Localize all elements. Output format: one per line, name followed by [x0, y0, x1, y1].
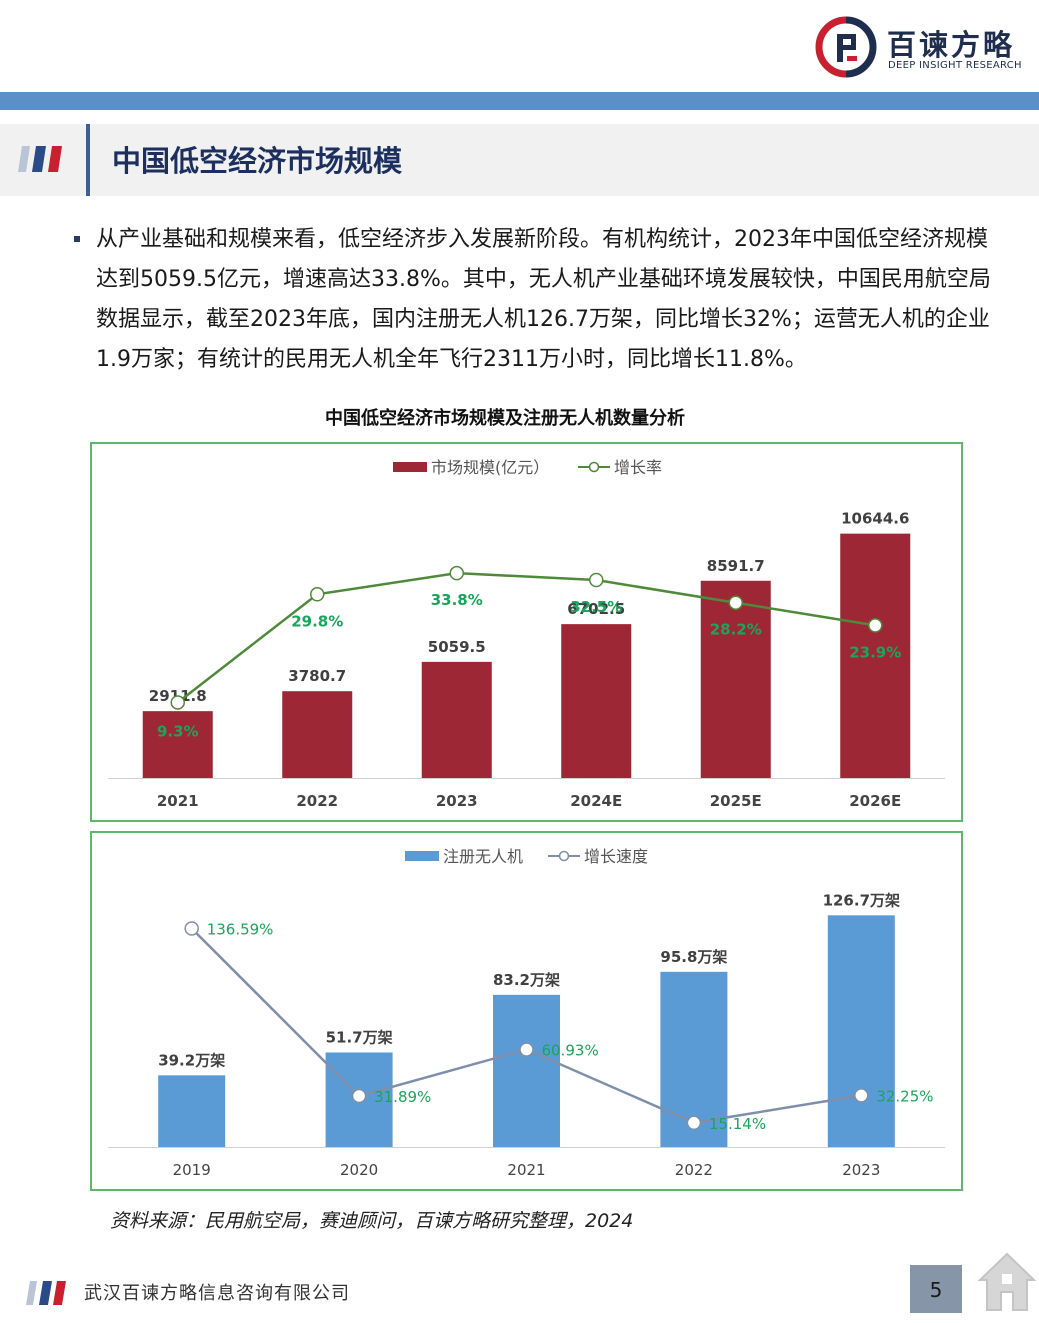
bar-data-label: 51.7万架 — [326, 1028, 393, 1046]
chart2-frame — [90, 831, 963, 1191]
brand-logo-mark — [815, 16, 877, 78]
x-tick-label: 2020 — [340, 1161, 378, 1179]
x-tick-label: 2025E — [710, 792, 762, 810]
bar-data-label: 5059.5 — [428, 638, 486, 656]
bullet-icon — [74, 236, 80, 242]
body-paragraph: 从产业基础和规模来看，低空经济步入发展新阶段。有机构统计，2023年中国低空经济… — [96, 227, 991, 372]
growth-point — [184, 921, 199, 936]
home-icon[interactable] — [978, 1252, 1036, 1312]
brand-name: 百谏方略 — [887, 28, 1016, 62]
legend-bar-label: 市场规模(亿元） — [431, 458, 549, 477]
legend-bar-label: 注册无人机 — [443, 847, 523, 866]
bar — [142, 711, 213, 778]
brand-tagline: DEEP INSIGHT RESEARCH — [888, 60, 1022, 71]
growth-data-label: 60.93% — [542, 1042, 599, 1060]
growth-point — [351, 1088, 367, 1104]
x-tick-label: 2021 — [157, 792, 199, 810]
growth-data-label: 23.9% — [849, 643, 901, 661]
registered-drones-chart: 注册无人机 增长速度 39.2万架 51.7万架 83.2万架 95.8万架 126.7万架… — [108, 847, 945, 1179]
chart1-frame — [90, 442, 963, 822]
x-tick-label: 2026E — [849, 792, 901, 810]
growth-point — [728, 595, 743, 610]
growth-point — [854, 1088, 869, 1103]
bar — [282, 691, 353, 778]
growth-point — [449, 565, 464, 581]
footer-stripes-icon — [26, 1281, 66, 1305]
legend-bar-swatch — [405, 851, 439, 861]
x-tick-label: 2022 — [675, 1161, 713, 1179]
bar-data-label: 39.2万架 — [158, 1051, 225, 1069]
bar — [421, 661, 492, 778]
growth-data-label: 32.5% — [570, 598, 622, 616]
bar — [840, 533, 911, 778]
header-band — [0, 92, 1039, 110]
market-size-chart: 市场规模(亿元）增长率2911.83780.75059.56702.58591.… — [108, 458, 945, 810]
title-stripes-icon — [18, 146, 62, 172]
bar-data-label: 10644.6 — [841, 510, 909, 528]
bar-data-label: 3780.7 — [288, 667, 346, 685]
growth-data-label: 29.8% — [291, 612, 343, 630]
growth-point — [589, 572, 604, 588]
growth-line — [176, 571, 876, 704]
x-tick-label: 2024E — [570, 792, 622, 810]
growth-data-label: 15.14% — [709, 1115, 766, 1133]
growth-point — [170, 695, 185, 710]
legend-line-label: 增长速度 — [584, 847, 648, 866]
bar — [561, 624, 632, 778]
x-tick-label: 2019 — [173, 1161, 211, 1179]
source-note: 资料来源：民用航空局，赛迪顾问，百谏方略研究整理，2024 — [110, 1210, 634, 1232]
bar-data-label: 83.2万架 — [493, 971, 560, 989]
growth-point — [686, 1115, 702, 1131]
title-divider — [86, 124, 90, 196]
bar — [158, 1075, 226, 1147]
x-tick-label: 2022 — [296, 792, 338, 810]
growth-data-label: 136.59% — [207, 920, 274, 938]
growth-point — [868, 618, 883, 633]
page-number: 5 — [910, 1265, 962, 1313]
legend-bar-swatch — [393, 462, 427, 472]
bar-data-label: 95.8万架 — [660, 948, 727, 966]
page-title: 中国低空经济市场规模 — [112, 144, 403, 178]
x-tick-label: 2021 — [507, 1161, 545, 1179]
growth-data-label: 33.8% — [431, 591, 483, 609]
section-title-band — [0, 124, 1039, 196]
bar — [827, 915, 895, 1147]
bar — [493, 994, 560, 1147]
legend-line-marker — [588, 461, 600, 473]
growth-data-label: 32.25% — [876, 1087, 933, 1105]
growth-data-label: 31.89% — [374, 1088, 431, 1106]
bar-data-label: 126.7万架 — [823, 891, 900, 909]
growth-point — [519, 1042, 534, 1057]
footer-company: 武汉百谏方略信息咨询有限公司 — [84, 1283, 350, 1304]
x-tick-label: 2023 — [436, 792, 478, 810]
legend-line-label: 增长率 — [614, 458, 662, 477]
x-tick-label: 2023 — [842, 1161, 880, 1179]
bar-data-label: 6702.5 — [567, 600, 625, 618]
bar-data-label: 8591.7 — [707, 557, 765, 575]
growth-data-label: 9.3% — [157, 722, 199, 740]
growth-data-label: 28.2% — [710, 621, 762, 639]
growth-point — [310, 587, 325, 602]
bar — [700, 580, 771, 778]
legend-line-marker — [558, 850, 570, 862]
chart-title: 中国低空经济市场规模及注册无人机数量分析 — [325, 408, 685, 429]
